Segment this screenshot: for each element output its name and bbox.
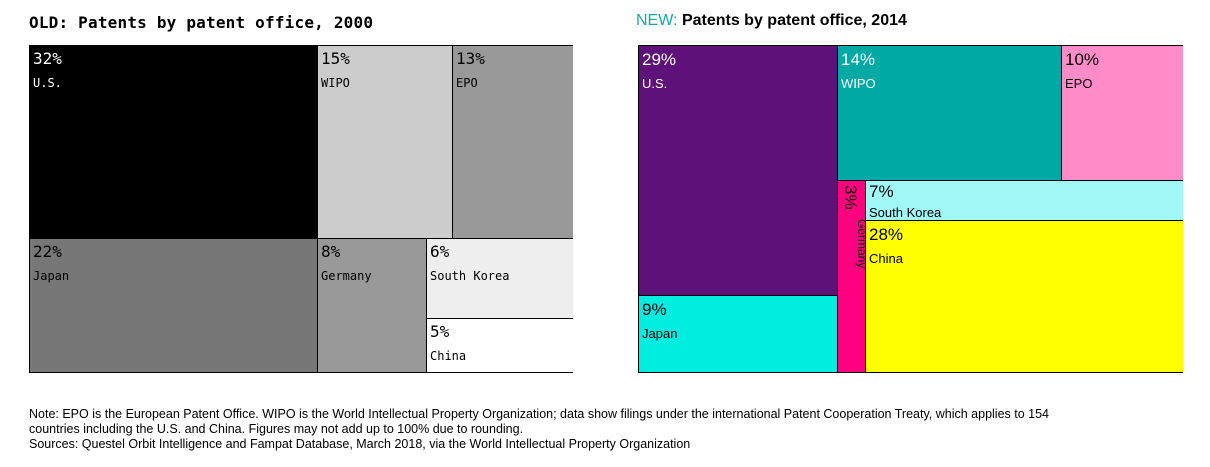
note-line-2: countries including the U.S. and China. … bbox=[29, 422, 524, 436]
tile-old-japan: 22% Japan bbox=[30, 239, 318, 372]
tile-old-wipo: 15% WIPO bbox=[318, 46, 453, 239]
treemap-2000: 32% U.S. 15% WIPO 13% EPO 22% Japan 8% G… bbox=[29, 45, 573, 373]
tile-new-japan: 9% Japan bbox=[639, 296, 838, 372]
tile-new-us-value: 29% bbox=[642, 50, 677, 69]
tile-new-epo-value: 10% bbox=[1065, 50, 1100, 69]
tile-new-epo-label: EPO bbox=[1065, 76, 1093, 91]
footnote: Note: EPO is the European Patent Office.… bbox=[29, 407, 1179, 452]
tile-new-japan-value: 9% bbox=[642, 300, 667, 319]
tile-old-germany-label: Germany bbox=[321, 269, 372, 283]
tile-new-south-korea-label: South Korea bbox=[869, 205, 942, 220]
treemap-2014: 29% U.S. 14% WIPO 10% EPO 9% Japan 3% Ge… bbox=[638, 45, 1183, 373]
new-chart-title: NEW: Patents by patent office, 2014 bbox=[636, 12, 907, 30]
new-title-prefix: NEW: bbox=[636, 12, 678, 29]
tile-old-us: 32% U.S. bbox=[30, 46, 318, 239]
tile-new-wipo-value: 14% bbox=[841, 50, 876, 69]
tile-new-south-korea-value: 7% bbox=[869, 182, 894, 201]
tile-new-epo: 10% EPO bbox=[1062, 46, 1183, 181]
tile-new-china-value: 28% bbox=[869, 225, 904, 244]
tile-old-south-korea-label: South Korea bbox=[430, 269, 510, 283]
tile-old-japan-value: 22% bbox=[33, 242, 62, 261]
tile-old-japan-label: Japan bbox=[33, 269, 70, 283]
tile-old-wipo-value: 15% bbox=[321, 49, 350, 68]
tile-new-us: 29% U.S. bbox=[639, 46, 838, 296]
tile-new-germany-value: 3% bbox=[841, 185, 860, 210]
tile-old-epo-value: 13% bbox=[456, 49, 485, 68]
tile-new-us-label: U.S. bbox=[642, 76, 668, 91]
tile-new-china: 28% China bbox=[866, 221, 1183, 372]
tile-old-china: 5% China bbox=[427, 319, 573, 372]
tile-old-epo: 13% EPO bbox=[453, 46, 573, 239]
old-chart-title: OLD: Patents by patent office, 2000 bbox=[29, 13, 374, 32]
tile-new-germany-label: Germany bbox=[855, 219, 866, 269]
tile-new-wipo-label: WIPO bbox=[841, 76, 876, 91]
tile-new-south-korea: 7% South Korea bbox=[866, 181, 1183, 221]
tile-new-germany: 3% Germany bbox=[838, 181, 866, 372]
tile-old-south-korea-value: 6% bbox=[430, 242, 450, 261]
tile-old-us-label: U.S. bbox=[33, 76, 62, 90]
note-line-1: Note: EPO is the European Patent Office.… bbox=[29, 407, 1050, 421]
tile-new-wipo: 14% WIPO bbox=[838, 46, 1062, 181]
tile-old-china-value: 5% bbox=[430, 322, 450, 341]
tile-old-epo-label: EPO bbox=[456, 76, 478, 90]
tile-old-germany-value: 8% bbox=[321, 242, 341, 261]
new-title-main: Patents by patent office, 2014 bbox=[681, 12, 907, 29]
tile-old-us-value: 32% bbox=[33, 49, 62, 68]
tile-new-japan-label: Japan bbox=[642, 326, 678, 341]
tile-old-wipo-label: WIPO bbox=[321, 76, 350, 90]
tile-old-china-label: China bbox=[430, 349, 467, 363]
tile-old-germany: 8% Germany bbox=[318, 239, 427, 372]
tile-new-china-label: China bbox=[869, 251, 903, 266]
sources-line: Sources: Questel Orbit Intelligence and … bbox=[29, 437, 691, 451]
tile-old-south-korea: 6% South Korea bbox=[427, 239, 573, 319]
